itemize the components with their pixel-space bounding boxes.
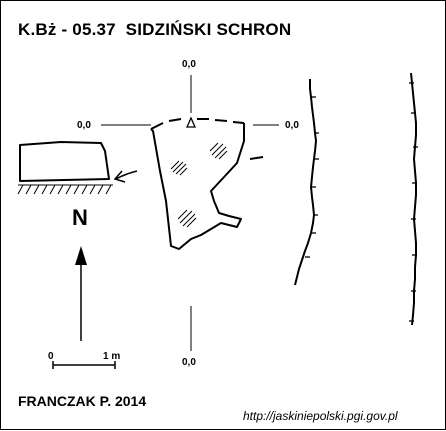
source-url: http://jaskiniepolski.pgi.gov.pl — [243, 409, 398, 423]
author-credit: FRANCZAK P. 2014 — [18, 393, 147, 409]
profile-left-ticks — [305, 96, 319, 258]
profile-right-ticks — [409, 82, 418, 322]
cave-outline — [150, 123, 245, 250]
page-title: K.Bż - 05.37 SIDZIŃSKI SCHRON — [18, 20, 292, 39]
scale-end-label: 1 m — [103, 351, 121, 362]
north-arrow-head — [75, 246, 87, 265]
coordinate-bottom: 0,0 — [182, 357, 196, 368]
profile-line-left — [294, 79, 317, 286]
profile-line-right — [410, 72, 417, 326]
coordinate-left: 0,0 — [77, 120, 91, 131]
survey-station-marker — [185, 116, 197, 128]
cave-entrance-dripline — [150, 118, 245, 130]
cross-section-ground-hatching — [17, 184, 113, 195]
coordinate-right: 0,0 — [285, 120, 299, 131]
north-label: N — [72, 205, 88, 230]
scale-start-label: 0 — [48, 351, 54, 362]
ledge-dash — [249, 156, 264, 160]
section-arrow — [115, 170, 138, 180]
section-arrow-head — [113, 170, 126, 183]
coordinate-top: 0,0 — [182, 59, 196, 70]
cross-section-outline — [19, 141, 110, 182]
floor-hatching — [170, 142, 228, 228]
